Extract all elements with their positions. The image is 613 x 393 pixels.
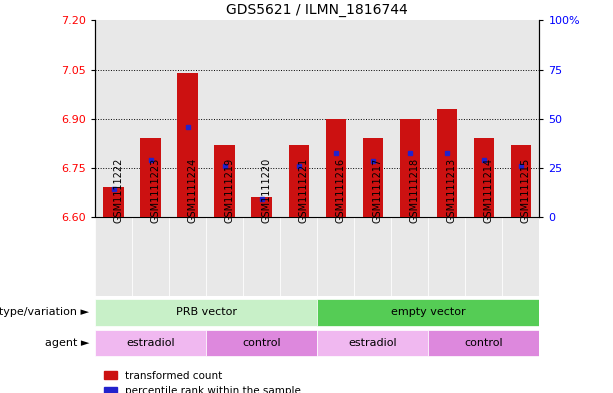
Text: GSM1111222: GSM1111222 bbox=[113, 158, 124, 223]
Bar bbox=[169, 217, 206, 296]
Bar bbox=[206, 20, 243, 217]
Bar bbox=[354, 20, 391, 217]
Bar bbox=[511, 145, 531, 217]
Bar bbox=[104, 187, 124, 217]
Bar bbox=[354, 217, 391, 296]
Bar bbox=[215, 145, 235, 217]
Bar bbox=[318, 20, 354, 217]
Bar bbox=[391, 217, 428, 296]
Text: GSM1111220: GSM1111220 bbox=[262, 158, 272, 223]
Bar bbox=[95, 299, 318, 325]
Bar bbox=[251, 197, 272, 217]
Bar bbox=[428, 217, 465, 296]
Bar bbox=[503, 20, 539, 217]
Text: GSM1111223: GSM1111223 bbox=[151, 158, 161, 223]
Bar bbox=[400, 119, 420, 217]
Bar bbox=[95, 217, 132, 296]
Bar bbox=[436, 109, 457, 217]
Title: GDS5621 / ILMN_1816744: GDS5621 / ILMN_1816744 bbox=[226, 3, 408, 17]
Bar bbox=[177, 73, 198, 217]
Bar bbox=[326, 119, 346, 217]
Text: GSM1111219: GSM1111219 bbox=[224, 158, 235, 223]
Bar bbox=[503, 217, 539, 296]
Bar bbox=[465, 217, 503, 296]
Bar bbox=[206, 217, 243, 296]
Text: GSM1111213: GSM1111213 bbox=[447, 158, 457, 223]
Bar bbox=[280, 217, 318, 296]
Bar bbox=[140, 138, 161, 217]
Text: GSM1111215: GSM1111215 bbox=[521, 158, 531, 223]
Bar bbox=[243, 20, 280, 217]
Bar bbox=[318, 217, 354, 296]
Bar bbox=[132, 217, 169, 296]
Bar bbox=[363, 138, 383, 217]
Bar bbox=[243, 217, 280, 296]
Text: control: control bbox=[465, 338, 503, 348]
Legend: transformed count, percentile rank within the sample: transformed count, percentile rank withi… bbox=[100, 367, 305, 393]
Bar bbox=[465, 20, 503, 217]
Text: PRB vector: PRB vector bbox=[175, 307, 237, 317]
Text: GSM1111216: GSM1111216 bbox=[336, 158, 346, 223]
Text: GSM1111218: GSM1111218 bbox=[410, 158, 420, 223]
Bar bbox=[95, 330, 206, 356]
Bar bbox=[428, 20, 465, 217]
Bar bbox=[318, 299, 539, 325]
Text: GSM1111224: GSM1111224 bbox=[188, 158, 197, 223]
Text: GSM1111214: GSM1111214 bbox=[484, 158, 494, 223]
Text: genotype/variation ►: genotype/variation ► bbox=[0, 307, 89, 317]
Bar bbox=[95, 20, 132, 217]
Text: empty vector: empty vector bbox=[391, 307, 466, 317]
Bar bbox=[206, 330, 318, 356]
Bar bbox=[280, 20, 318, 217]
Bar bbox=[318, 330, 428, 356]
Bar bbox=[391, 20, 428, 217]
Bar bbox=[289, 145, 309, 217]
Bar bbox=[132, 20, 169, 217]
Bar bbox=[169, 20, 206, 217]
Text: control: control bbox=[242, 338, 281, 348]
Text: estradiol: estradiol bbox=[126, 338, 175, 348]
Text: estradiol: estradiol bbox=[348, 338, 397, 348]
Text: agent ►: agent ► bbox=[45, 338, 89, 348]
Text: GSM1111217: GSM1111217 bbox=[373, 158, 383, 223]
Text: GSM1111221: GSM1111221 bbox=[299, 158, 309, 223]
Bar bbox=[428, 330, 539, 356]
Bar bbox=[474, 138, 494, 217]
